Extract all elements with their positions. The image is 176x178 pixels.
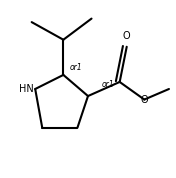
Text: HN: HN (19, 84, 33, 94)
Text: or1: or1 (70, 62, 82, 72)
Text: or1: or1 (101, 80, 114, 89)
Text: O: O (140, 95, 148, 104)
Text: O: O (123, 32, 131, 41)
